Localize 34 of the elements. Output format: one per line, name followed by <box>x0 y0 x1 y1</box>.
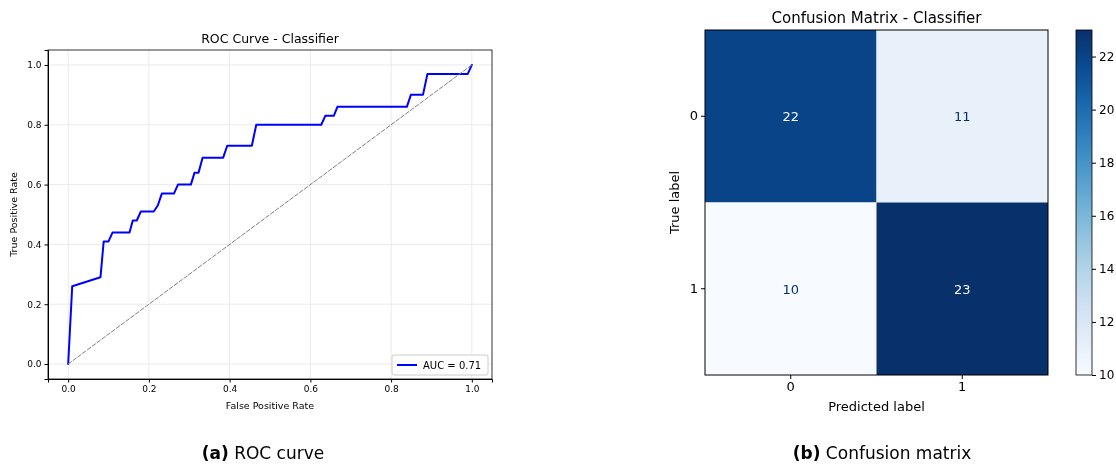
x-tick-label: 1.0 <box>465 383 480 394</box>
y-tick-label: 0.6 <box>27 179 42 190</box>
chart-title: ROC Curve - Classifier <box>201 31 340 46</box>
text: (a) ROC curve <box>201 443 325 463</box>
y-tick-label: 0.0 <box>27 359 42 370</box>
chart-title: Confusion Matrix - Classifier <box>771 9 983 27</box>
color-bar-label: 10 <box>1099 368 1115 383</box>
color-bar-label: 14 <box>1099 262 1115 277</box>
x-tick-label: 1 <box>958 379 967 395</box>
y-tick-label: 1.0 <box>27 60 42 71</box>
data-label: 23 <box>953 281 971 297</box>
y-tick-label: 0.2 <box>27 299 42 310</box>
text: (b) Confusion matrix <box>792 443 972 463</box>
x-axis-title: Predicted label <box>828 399 925 414</box>
data-label: 11 <box>953 109 971 125</box>
legend-label: AUC = 0.71 <box>423 360 482 371</box>
x-tick-label: 0.6 <box>303 383 319 394</box>
y-tick-label: 0.4 <box>27 239 42 250</box>
x-tick-label: 0.2 <box>142 383 157 394</box>
x-tick-label: 0.0 <box>61 383 77 394</box>
x-tick-label: 0 <box>786 379 795 395</box>
y-axis-title: True Positive Rate <box>8 172 19 258</box>
x-tick-label: 0.4 <box>222 383 238 394</box>
data-label: 22 <box>782 109 800 125</box>
data-label: 10 <box>782 281 800 297</box>
x-tick-label: 0.8 <box>384 383 400 394</box>
y-axis-title: True label <box>667 170 682 236</box>
color-bar-label: 18 <box>1099 156 1115 171</box>
color-bar-label: 16 <box>1099 209 1115 224</box>
color-bar-label: 20 <box>1099 102 1115 117</box>
x-axis-title: False Positive Rate <box>225 400 315 411</box>
color-bar-label: 12 <box>1099 315 1115 330</box>
color-bar-label: 22 <box>1099 49 1115 64</box>
y-tick-label: 0.8 <box>27 120 42 131</box>
